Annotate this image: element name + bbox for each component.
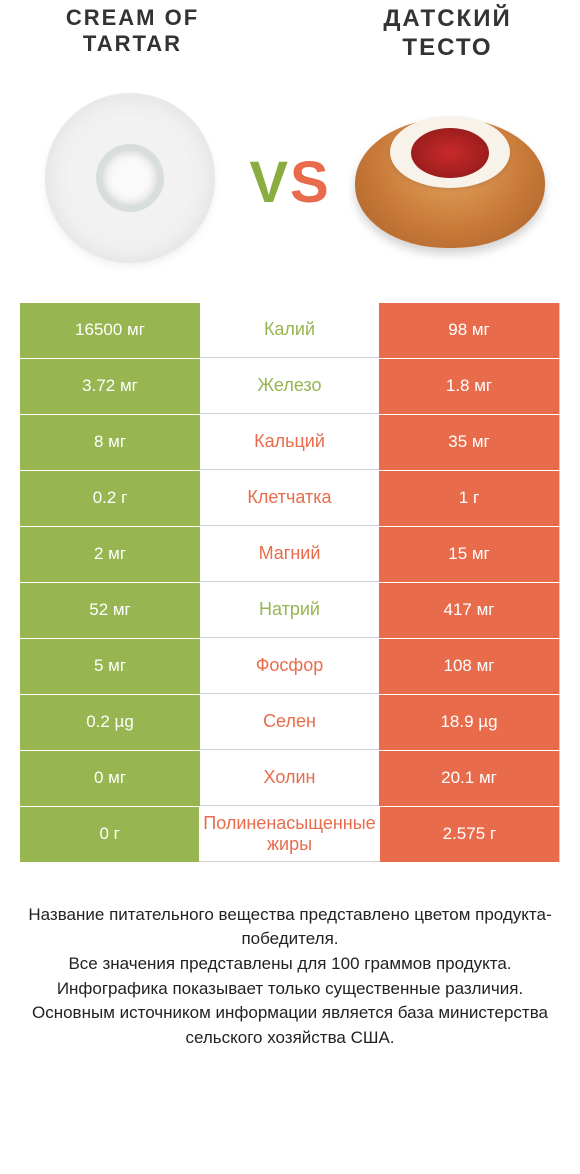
table-row: 0 гПолиненасыщенные жиры2.575 г (20, 807, 559, 863)
vs-v: V (249, 150, 290, 215)
images-row: VS (0, 73, 580, 303)
nutrient-name: Полиненасыщенные жиры (199, 807, 379, 862)
table-row: 8 мгКальций35 мг (20, 415, 559, 471)
right-value: 20.1 мг (379, 751, 559, 806)
footer-notes: Название питательного вещества представл… (0, 863, 580, 1051)
left-value: 8 мг (20, 415, 200, 470)
nutrient-name: Холин (200, 751, 379, 806)
nutrient-name: Селен (200, 695, 379, 750)
nutrient-name: Кальций (200, 415, 379, 470)
pastry-illustration (355, 108, 545, 248)
nutrient-name: Клетчатка (200, 471, 379, 526)
right-value: 98 мг (379, 303, 559, 358)
table-row: 16500 мгКалий98 мг (20, 303, 559, 359)
left-value: 0 мг (20, 751, 200, 806)
right-value: 15 мг (379, 527, 559, 582)
nutrient-name: Калий (200, 303, 379, 358)
nutrient-name: Магний (200, 527, 379, 582)
title-line: ТЕСТО (335, 34, 560, 63)
table-row: 2 мгМагний15 мг (20, 527, 559, 583)
nutrient-name: Фосфор (200, 639, 379, 694)
left-value: 16500 мг (20, 303, 200, 358)
table-row: 5 мгФосфор108 мг (20, 639, 559, 695)
left-value: 5 мг (20, 639, 200, 694)
footer-line: Инфографика показывает только существенн… (24, 977, 556, 1002)
infographic: CREAM OF TARTAR ДАТСКИЙ ТЕСТО VS 16500 м (0, 0, 580, 1174)
right-value: 417 мг (379, 583, 559, 638)
nutrient-name: Натрий (200, 583, 379, 638)
vs-label: VS (249, 149, 330, 216)
footer-line: Основным источником информации является … (24, 1001, 556, 1050)
right-value: 1 г (379, 471, 559, 526)
left-product-title: CREAM OF TARTAR (20, 5, 245, 63)
right-product-title: ДАТСКИЙ ТЕСТО (335, 5, 560, 63)
title-line: TARTAR (20, 31, 245, 57)
right-value: 18.9 µg (379, 695, 559, 750)
right-product-image (350, 88, 550, 268)
title-line: ДАТСКИЙ (335, 5, 560, 34)
right-value: 2.575 г (380, 807, 559, 862)
vs-s: S (290, 150, 331, 215)
left-value: 0 г (20, 807, 199, 862)
comparison-table: 16500 мгКалий98 мг3.72 мгЖелезо1.8 мг8 м… (20, 303, 560, 863)
left-value: 0.2 µg (20, 695, 200, 750)
left-value: 3.72 мг (20, 359, 200, 414)
table-row: 52 мгНатрий417 мг (20, 583, 559, 639)
powder-illustration (45, 93, 215, 263)
left-value: 2 мг (20, 527, 200, 582)
table-row: 0.2 гКлетчатка1 г (20, 471, 559, 527)
left-value: 0.2 г (20, 471, 200, 526)
nutrient-name: Железо (200, 359, 379, 414)
left-value: 52 мг (20, 583, 200, 638)
right-value: 1.8 мг (379, 359, 559, 414)
right-value: 108 мг (379, 639, 559, 694)
right-value: 35 мг (379, 415, 559, 470)
header: CREAM OF TARTAR ДАТСКИЙ ТЕСТО (0, 0, 580, 73)
table-row: 0.2 µgСелен18.9 µg (20, 695, 559, 751)
footer-line: Все значения представлены для 100 граммо… (24, 952, 556, 977)
footer-line: Название питательного вещества представл… (24, 903, 556, 952)
left-product-image (30, 88, 230, 268)
header-spacer (245, 5, 335, 63)
table-row: 3.72 мгЖелезо1.8 мг (20, 359, 559, 415)
table-row: 0 мгХолин20.1 мг (20, 751, 559, 807)
title-line: CREAM OF (20, 5, 245, 31)
